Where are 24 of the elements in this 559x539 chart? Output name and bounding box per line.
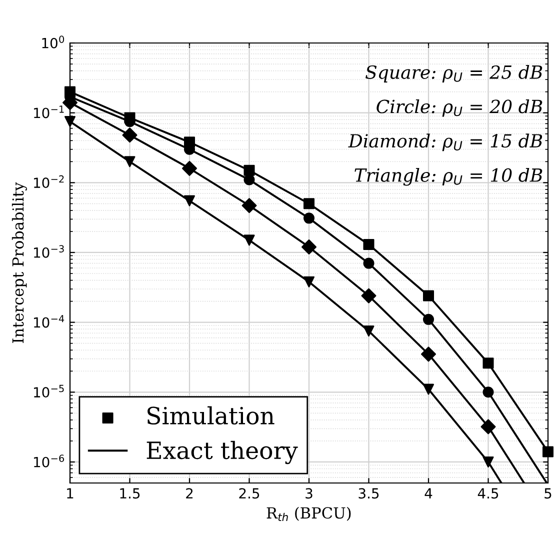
x-tick-label: 5	[544, 488, 552, 499]
annotation: Circle: ρ$_{U}$ = 20 dB	[376, 99, 542, 117]
annotation: Triangle: ρ$_{U}$ = 10 dB	[354, 168, 542, 186]
x-tick-label: 3	[306, 488, 312, 499]
x-tick-label: 1.5	[120, 488, 140, 499]
annotation: Square: ρ$_{U}$ = 25 dB	[366, 65, 542, 82]
annotation: Diamond: ρ$_{U}$ = 15 dB	[348, 134, 542, 152]
y-tick-label: 10$^{−3}$	[34, 245, 64, 258]
x-tick-label: 4.5	[478, 488, 498, 499]
x-tick-label: 1	[67, 488, 74, 498]
y-tick-label: 10$^{−5}$	[34, 384, 64, 398]
y-tick-label: 10$^{−1}$	[34, 106, 64, 118]
legend-label: Exact theory	[146, 440, 298, 464]
y-tick-label: 10$^{−6}$	[34, 454, 64, 468]
x-tick-label: 2	[186, 488, 193, 498]
legend-label: Simulation	[148, 406, 274, 425]
y-tick-label: 10$^{−2}$	[34, 175, 64, 188]
x-axis-title: R$_{th}$ (BPCU)	[266, 506, 351, 521]
x-tick-label: 2.5	[239, 488, 260, 499]
x-tick-label: 4	[424, 488, 432, 498]
y-axis-title: Intercept Probability	[12, 182, 27, 343]
y-tick-label: 10$^{0}$	[42, 36, 64, 48]
y-tick-label: 10$^{−4}$	[34, 315, 64, 328]
x-tick-label: 3.5	[358, 488, 379, 499]
